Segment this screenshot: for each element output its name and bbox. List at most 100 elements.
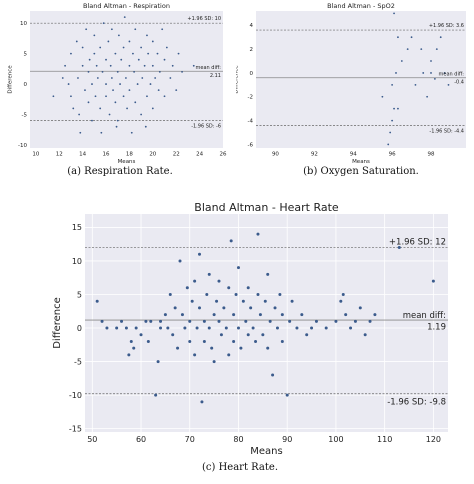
data-point [130,131,133,134]
data-point [78,113,81,116]
data-point [151,40,154,43]
data-point [110,77,113,79]
upper-loa-label: +1.96 SD: 3.6 [429,23,464,29]
data-point [108,113,111,116]
chart-spo2: 90 92 94 96 98 -6 -4 -2 0 2 4 Bland Altman - SpO2 Me… [236,2,466,164]
data-point [64,64,66,67]
data-point [81,64,84,67]
x-tick-label: 10 [32,152,39,158]
mean-diff-label: mean diff: [439,72,465,78]
mean-diff-value: 1.19 [427,323,446,333]
data-point [154,393,158,397]
data-point [198,252,202,256]
data-point [339,299,343,303]
data-point [177,52,180,55]
data-point [280,313,284,317]
data-point [105,58,107,61]
data-point [144,125,147,128]
data-point [166,326,170,330]
data-point [101,70,104,73]
data-point [116,70,119,73]
chart-heart-rate: 50 60 70 80 90 100 110 120 -15 -10 -5 0 5 10 15 Bland A… [52,201,448,457]
data-point [75,40,78,43]
data-point [266,272,270,276]
data-point [127,353,131,357]
data-point [422,72,425,74]
data-point [91,83,93,85]
data-point [198,306,202,310]
data-point [368,319,372,323]
chart-respiration: 10 12 14 16 18 20 22 24 26 -10 -5 0 5 10 Bland Altman … [8,2,227,164]
data-point [99,107,102,110]
data-point [391,119,394,122]
x-tick-label: 94 [350,152,357,158]
y-tick-label: -10 [69,391,82,400]
data-point [246,286,250,290]
data-point [400,60,403,62]
data-point [430,72,432,74]
x-axis-label: Means [250,446,282,457]
x-tick-label: 24 [196,152,203,158]
data-point [263,299,267,303]
data-point [205,292,209,296]
data-point [290,299,294,303]
data-point [334,319,338,323]
data-point [305,333,309,337]
chart-title: Bland Altman - Respiration [83,2,170,10]
data-point [246,333,250,337]
data-point [254,339,258,343]
data-point [195,326,199,330]
data-point [443,72,446,74]
data-point [202,319,206,323]
data-point [100,131,103,134]
data-point [217,319,221,323]
data-point [93,52,96,55]
data-point [109,64,112,67]
data-point [87,70,90,73]
y-tick-label: -5 [74,357,82,366]
data-point [149,319,153,323]
data-point [146,34,148,37]
x-tick-label: 100 [328,435,343,444]
data-point [393,107,395,110]
y-tick-label: 0 [24,82,28,88]
data-point [236,326,240,330]
data-point [81,46,84,49]
y-tick-label: -15 [69,424,82,433]
data-point [236,266,240,270]
data-point [192,64,195,67]
data-point [219,333,223,337]
data-point [181,70,183,73]
x-tick-label: 12 [56,152,63,158]
data-point [389,131,392,134]
data-point [115,125,118,128]
data-point [190,299,194,303]
data-point [200,400,204,404]
data-point [140,113,143,116]
data-point [105,83,107,85]
data-point [176,346,180,350]
data-point [232,313,236,317]
data-point [169,77,172,79]
x-tick-label: 60 [136,435,146,444]
data-point [119,83,121,85]
x-tick-label: 98 [428,152,435,158]
data-point [128,89,131,92]
y-tick-label: 5 [77,290,82,299]
data-point [96,77,99,79]
lower-loa-label: -1.96 SD: -4.4 [429,128,464,134]
data-point [122,95,125,98]
data-point [207,272,211,276]
data-point [185,286,189,290]
data-point [433,78,436,80]
data-point [163,58,166,61]
data-point [171,333,175,337]
y-tick-label: 10 [20,21,27,27]
y-tick-label: -6 [248,142,254,148]
chart-title: Bland Altman - SpO2 [327,2,395,10]
data-point [175,89,178,92]
data-point [61,77,64,79]
data-point [116,119,119,122]
data-point [70,95,72,98]
